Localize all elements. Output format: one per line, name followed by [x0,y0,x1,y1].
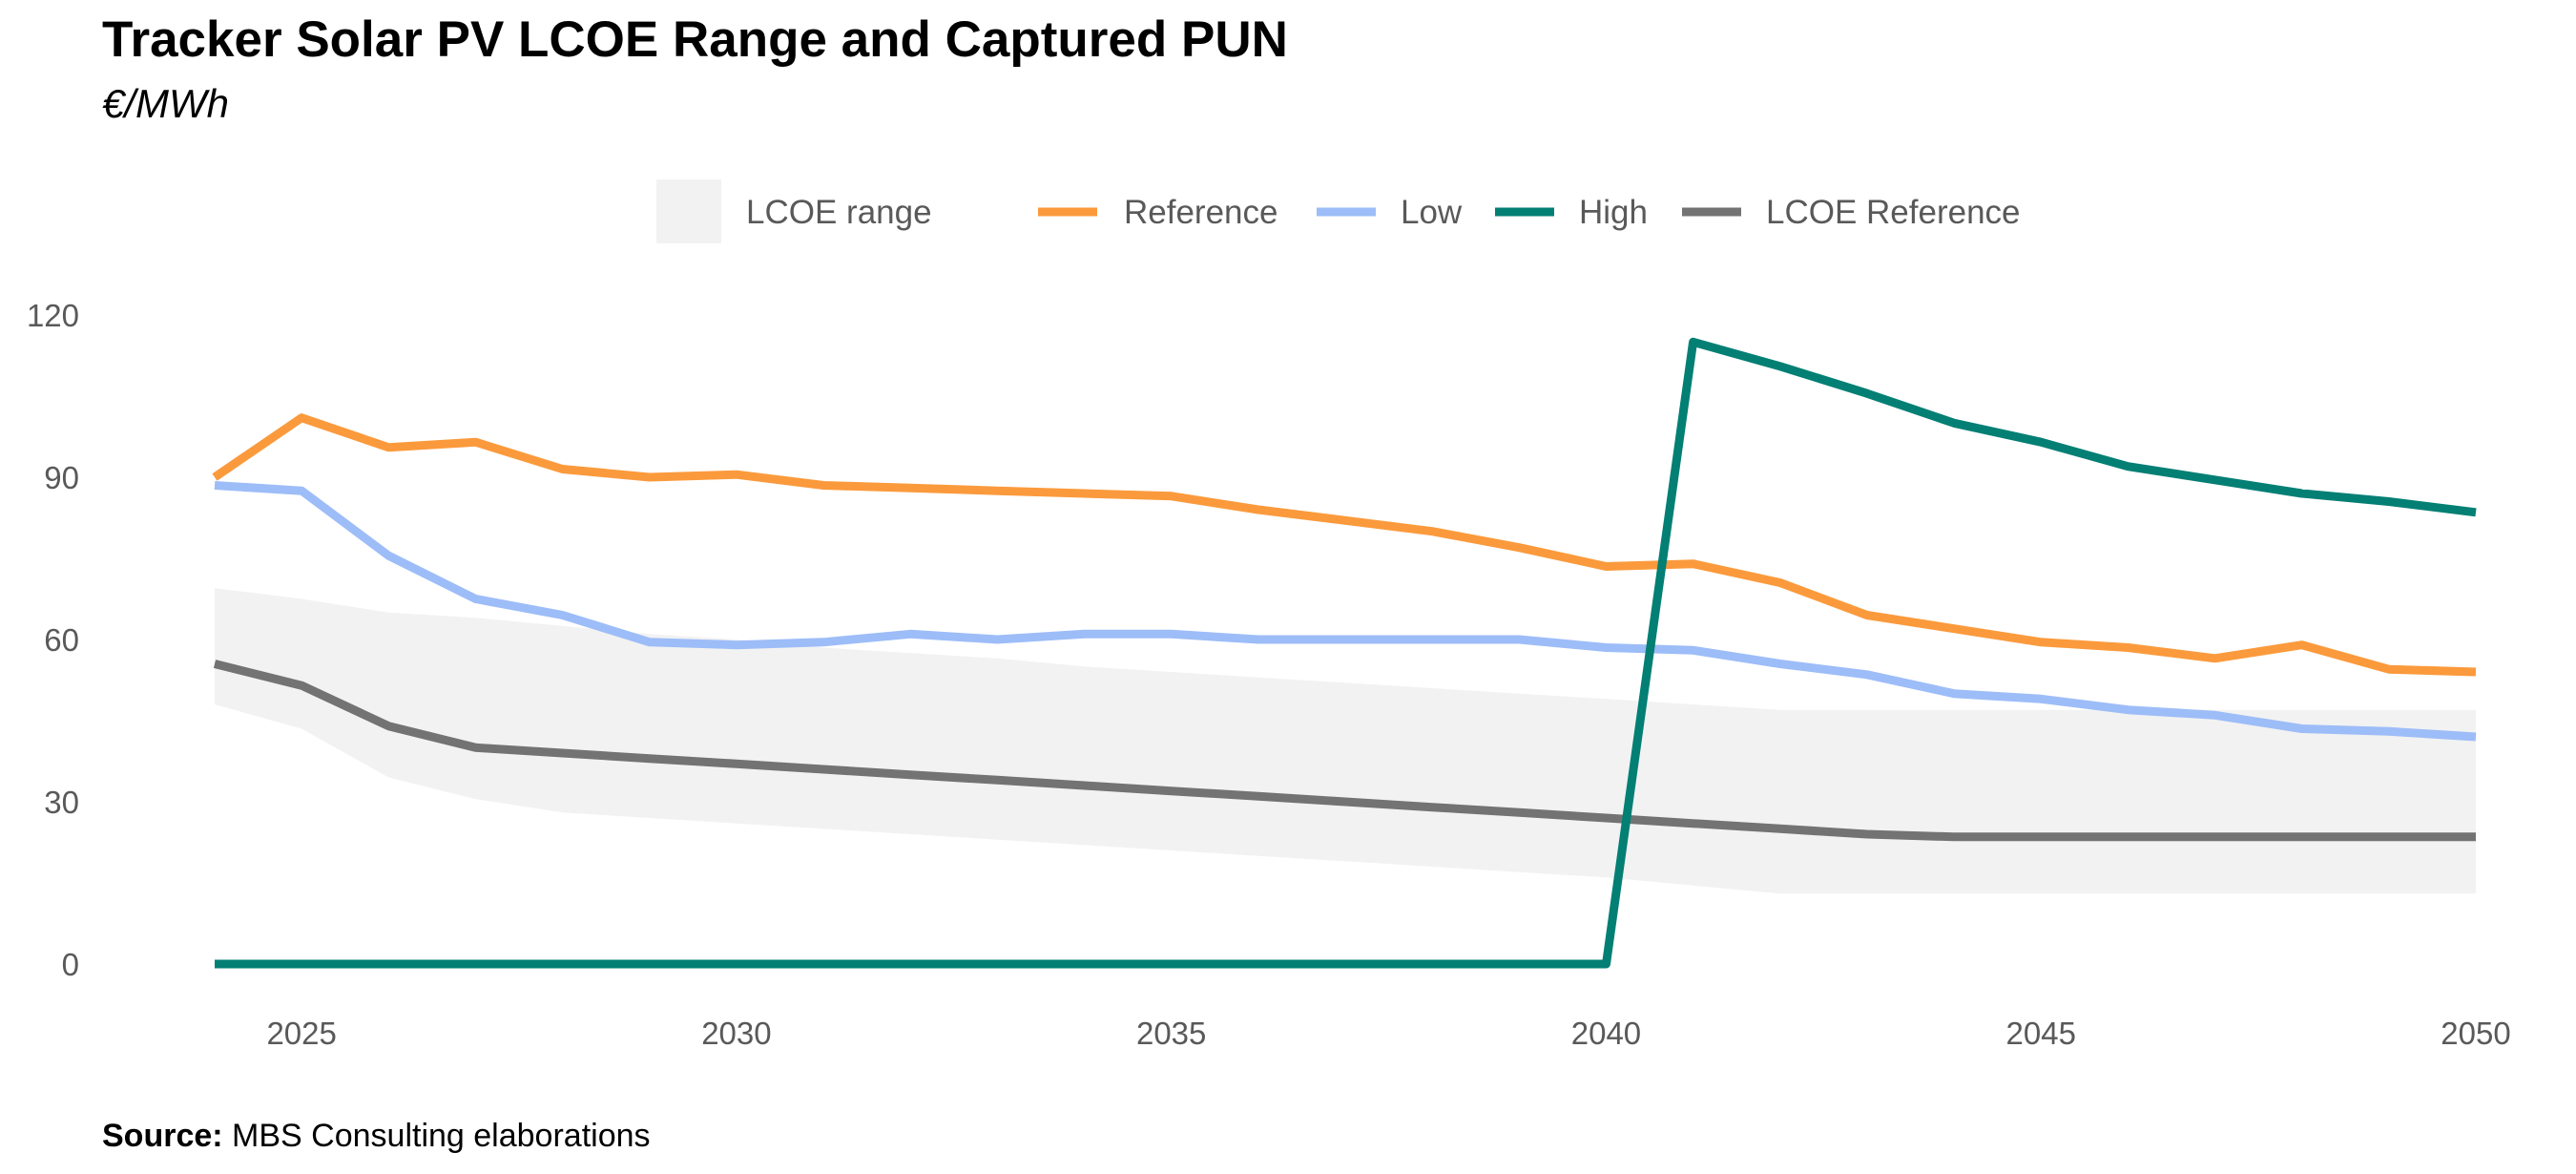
chart-legend: LCOE range Reference Low High LCOE Reference [656,179,2021,243]
source-text: MBS Consulting elaborations [232,1118,651,1154]
chart-subtitle: €/MWh [102,81,230,126]
x-tick-label: 2040 [1571,1016,1641,1051]
source-note: Source: MBS Consulting elaborations [102,1117,651,1156]
chart-axes: 0 30 60 90 120 2025 2030 2035 2040 2045 2050 [27,298,2511,1051]
legend-label-lcoe-reference: LCOE Reference [1766,194,2021,231]
series-line-high [215,337,2477,969]
legend-swatch-lcoe-range [656,179,721,243]
series-line-lcoe-reference [213,660,2476,842]
source-label: Source: [102,1118,223,1154]
series-line-low [214,481,2477,742]
lcoe-range-band [215,588,2476,894]
x-tick-label: 2045 [2006,1016,2076,1051]
x-tick-label: 2025 [266,1016,336,1051]
x-tick-label: 2035 [1136,1016,1206,1051]
x-tick-label: 2050 [2441,1016,2510,1051]
chart-title: Tracker Solar PV LCOE Range and Captured… [102,11,1288,68]
chart-series [212,337,2477,969]
series-line-reference [212,413,2477,677]
y-tick-label: 30 [44,785,79,820]
legend-label-lcoe-range: LCOE range [746,194,932,231]
y-tick-label: 90 [44,460,79,495]
legend-label-reference: Reference [1124,194,1278,231]
lcoe-range-area [215,588,2476,894]
legend-label-low: Low [1401,194,1463,231]
y-tick-label: 120 [27,298,79,333]
y-tick-label: 60 [44,622,79,658]
x-tick-label: 2030 [701,1016,771,1051]
legend-label-high: High [1579,194,1648,231]
y-tick-label: 0 [62,947,79,982]
